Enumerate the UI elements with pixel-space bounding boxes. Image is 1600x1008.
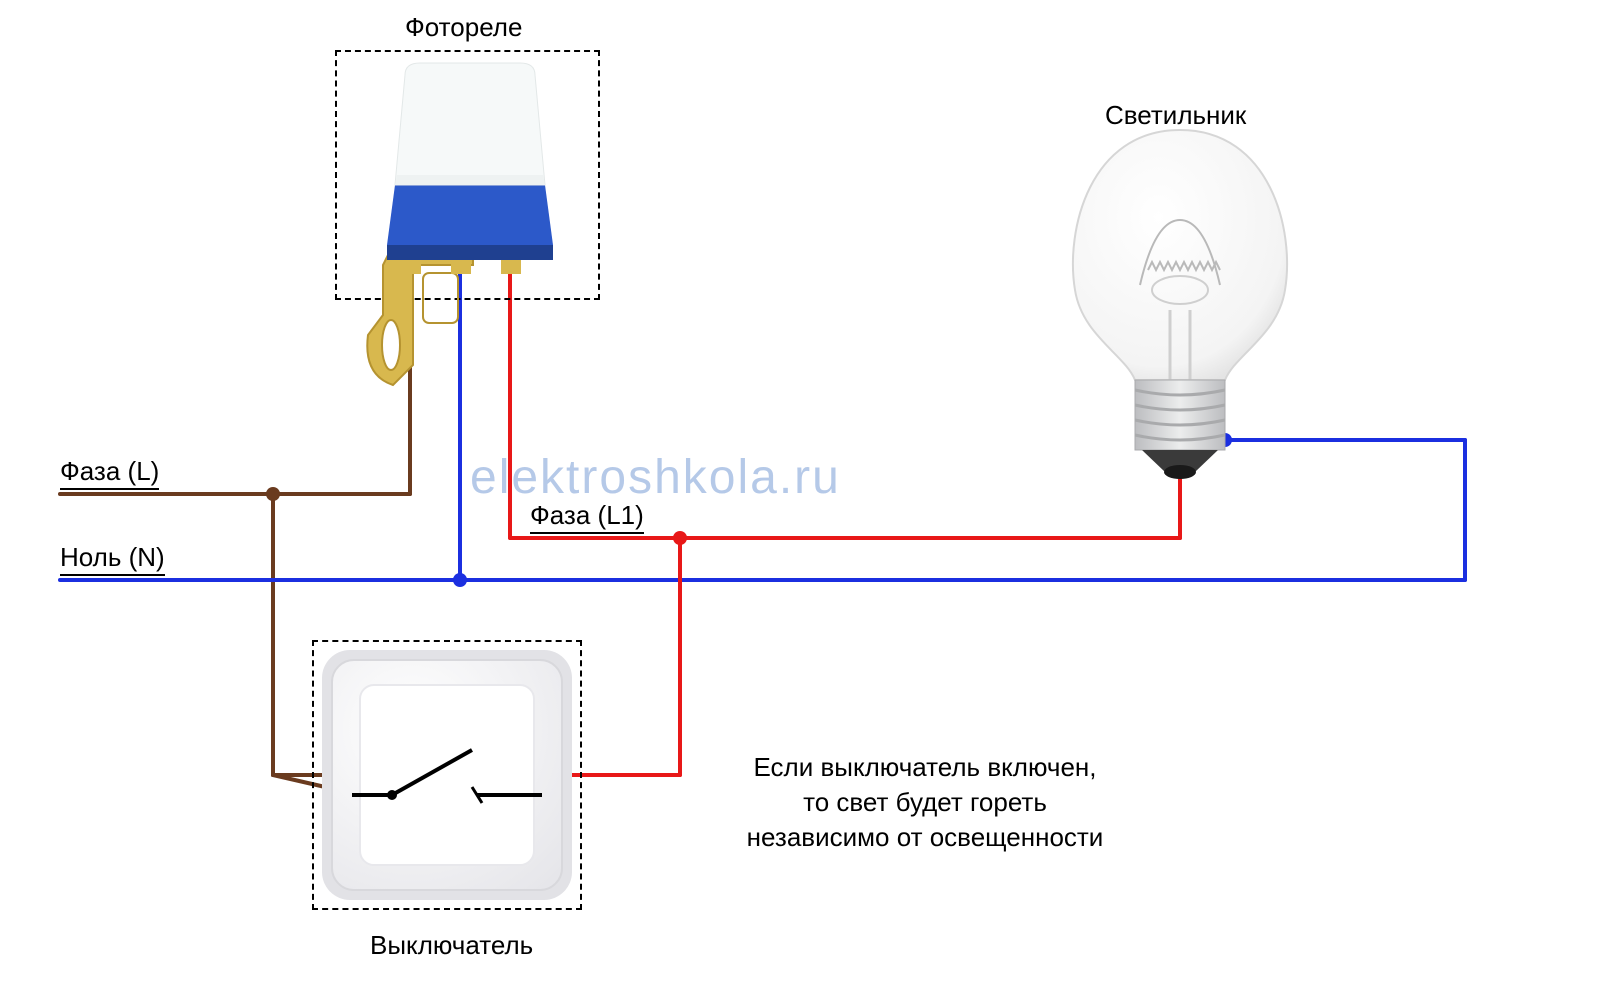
note-line-1: Если выключатель включен, xyxy=(754,752,1097,782)
note-line-2: то свет будет гореть xyxy=(803,787,1047,817)
note-text: Если выключатель включен, то свет будет … xyxy=(695,750,1155,855)
lamp-label: Светильник xyxy=(1105,100,1246,131)
phase-l1-label: Фаза (L1) xyxy=(530,500,644,534)
watermark-text: elektroshkola.ru xyxy=(470,450,841,505)
diagram-canvas: Фотореле Светильник Фаза (L) Фаза (L1) Н… xyxy=(0,0,1600,1008)
switch-icon xyxy=(312,640,582,910)
note-line-3: независимо от освещенности xyxy=(747,822,1104,852)
neutral-label: Ноль (N) xyxy=(60,542,165,576)
phase-l-label: Фаза (L) xyxy=(60,456,159,490)
photorelay-label: Фотореле xyxy=(405,12,522,43)
photorelay-icon xyxy=(345,55,595,425)
lamp-icon xyxy=(1030,120,1330,540)
switch-label: Выключатель xyxy=(370,930,533,961)
